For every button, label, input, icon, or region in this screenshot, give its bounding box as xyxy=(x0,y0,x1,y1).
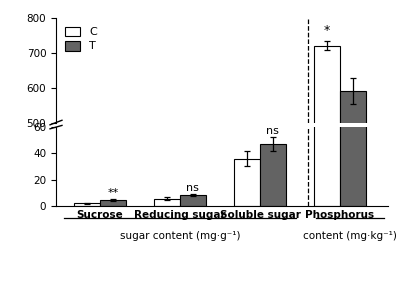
Text: **: ** xyxy=(107,188,118,198)
Bar xyxy=(314,46,340,294)
Bar xyxy=(340,0,366,206)
Text: content (mg·kg⁻¹): content (mg·kg⁻¹) xyxy=(303,231,397,241)
Bar xyxy=(74,203,100,206)
Bar xyxy=(260,281,286,294)
Bar xyxy=(154,198,180,206)
Legend: C, T: C, T xyxy=(62,23,100,55)
Text: *: * xyxy=(324,24,330,37)
Text: ns: ns xyxy=(266,126,279,136)
Bar xyxy=(260,144,286,206)
Bar xyxy=(314,0,340,206)
Bar xyxy=(234,285,260,294)
Text: sugar content (mg·g⁻¹): sugar content (mg·g⁻¹) xyxy=(120,231,240,241)
Bar xyxy=(100,200,126,206)
Text: ns: ns xyxy=(186,183,199,193)
Bar xyxy=(234,158,260,206)
Bar xyxy=(340,91,366,294)
Bar xyxy=(180,195,206,206)
